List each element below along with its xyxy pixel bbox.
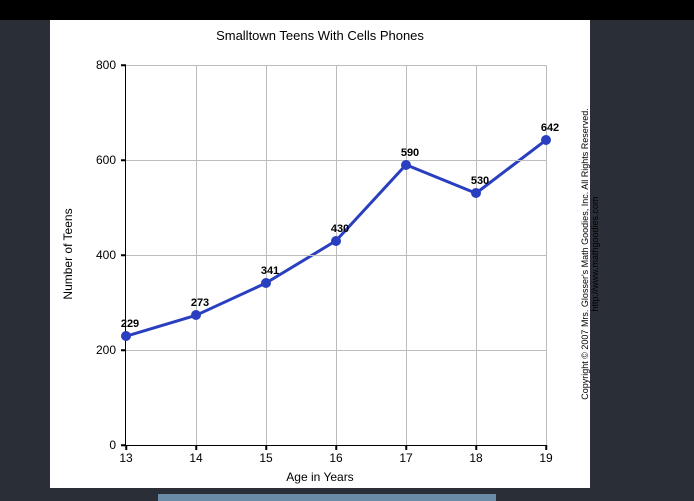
- xtick-label: 16: [321, 451, 351, 465]
- y-axis-label: Number of Teens: [61, 208, 75, 299]
- ytick-mark: [121, 159, 126, 161]
- copyright-line1: Copyright © 2007 Mrs. Glosser's Math Goo…: [580, 108, 590, 399]
- ytick-mark: [121, 254, 126, 256]
- xtick-label: 13: [111, 451, 141, 465]
- bottom-strip: [158, 494, 496, 501]
- data-point-label: 530: [471, 175, 489, 187]
- data-point-label: 229: [121, 318, 139, 330]
- grid-line-h: [126, 350, 546, 351]
- grid-line-h: [126, 255, 546, 256]
- xtick-label: 18: [461, 451, 491, 465]
- xtick-mark: [265, 445, 267, 450]
- chart-title: Smalltown Teens With Cells Phones: [50, 28, 590, 43]
- grid-line-h: [126, 65, 546, 66]
- top-bar: [0, 0, 694, 20]
- ytick-label: 200: [76, 343, 116, 357]
- chart-card: Smalltown Teens With Cells Phones Number…: [50, 20, 590, 488]
- data-point-label: 341: [261, 265, 279, 277]
- xtick-mark: [125, 445, 127, 450]
- ytick-label: 800: [76, 58, 116, 72]
- ytick-label: 0: [76, 438, 116, 452]
- data-point: [331, 236, 341, 246]
- ytick-mark: [121, 64, 126, 66]
- data-point-label: 590: [401, 147, 419, 159]
- xtick-label: 15: [251, 451, 281, 465]
- copyright-line2: http://www.mathgoodies.com: [590, 44, 600, 464]
- ytick-mark: [121, 444, 126, 446]
- data-point: [121, 331, 131, 341]
- data-point: [401, 160, 411, 170]
- ytick-mark: [121, 349, 126, 351]
- x-axis-label: Age in Years: [50, 470, 590, 484]
- xtick-label: 19: [531, 451, 561, 465]
- xtick-label: 17: [391, 451, 421, 465]
- data-point: [261, 278, 271, 288]
- grid-line-h: [126, 160, 546, 161]
- xtick-label: 14: [181, 451, 211, 465]
- xtick-mark: [475, 445, 477, 450]
- data-point: [471, 188, 481, 198]
- ytick-label: 600: [76, 153, 116, 167]
- ytick-label: 400: [76, 248, 116, 262]
- data-point-label: 642: [541, 122, 559, 134]
- data-point: [541, 135, 551, 145]
- data-point-label: 273: [191, 297, 209, 309]
- xtick-mark: [195, 445, 197, 450]
- data-point-label: 430: [331, 223, 349, 235]
- xtick-mark: [545, 445, 547, 450]
- xtick-mark: [405, 445, 407, 450]
- plot-area: 1314151617181902004006008002292733414305…: [125, 65, 546, 446]
- copyright-text: Copyright © 2007 Mrs. Glosser's Math Goo…: [580, 44, 600, 464]
- data-point: [191, 310, 201, 320]
- xtick-mark: [335, 445, 337, 450]
